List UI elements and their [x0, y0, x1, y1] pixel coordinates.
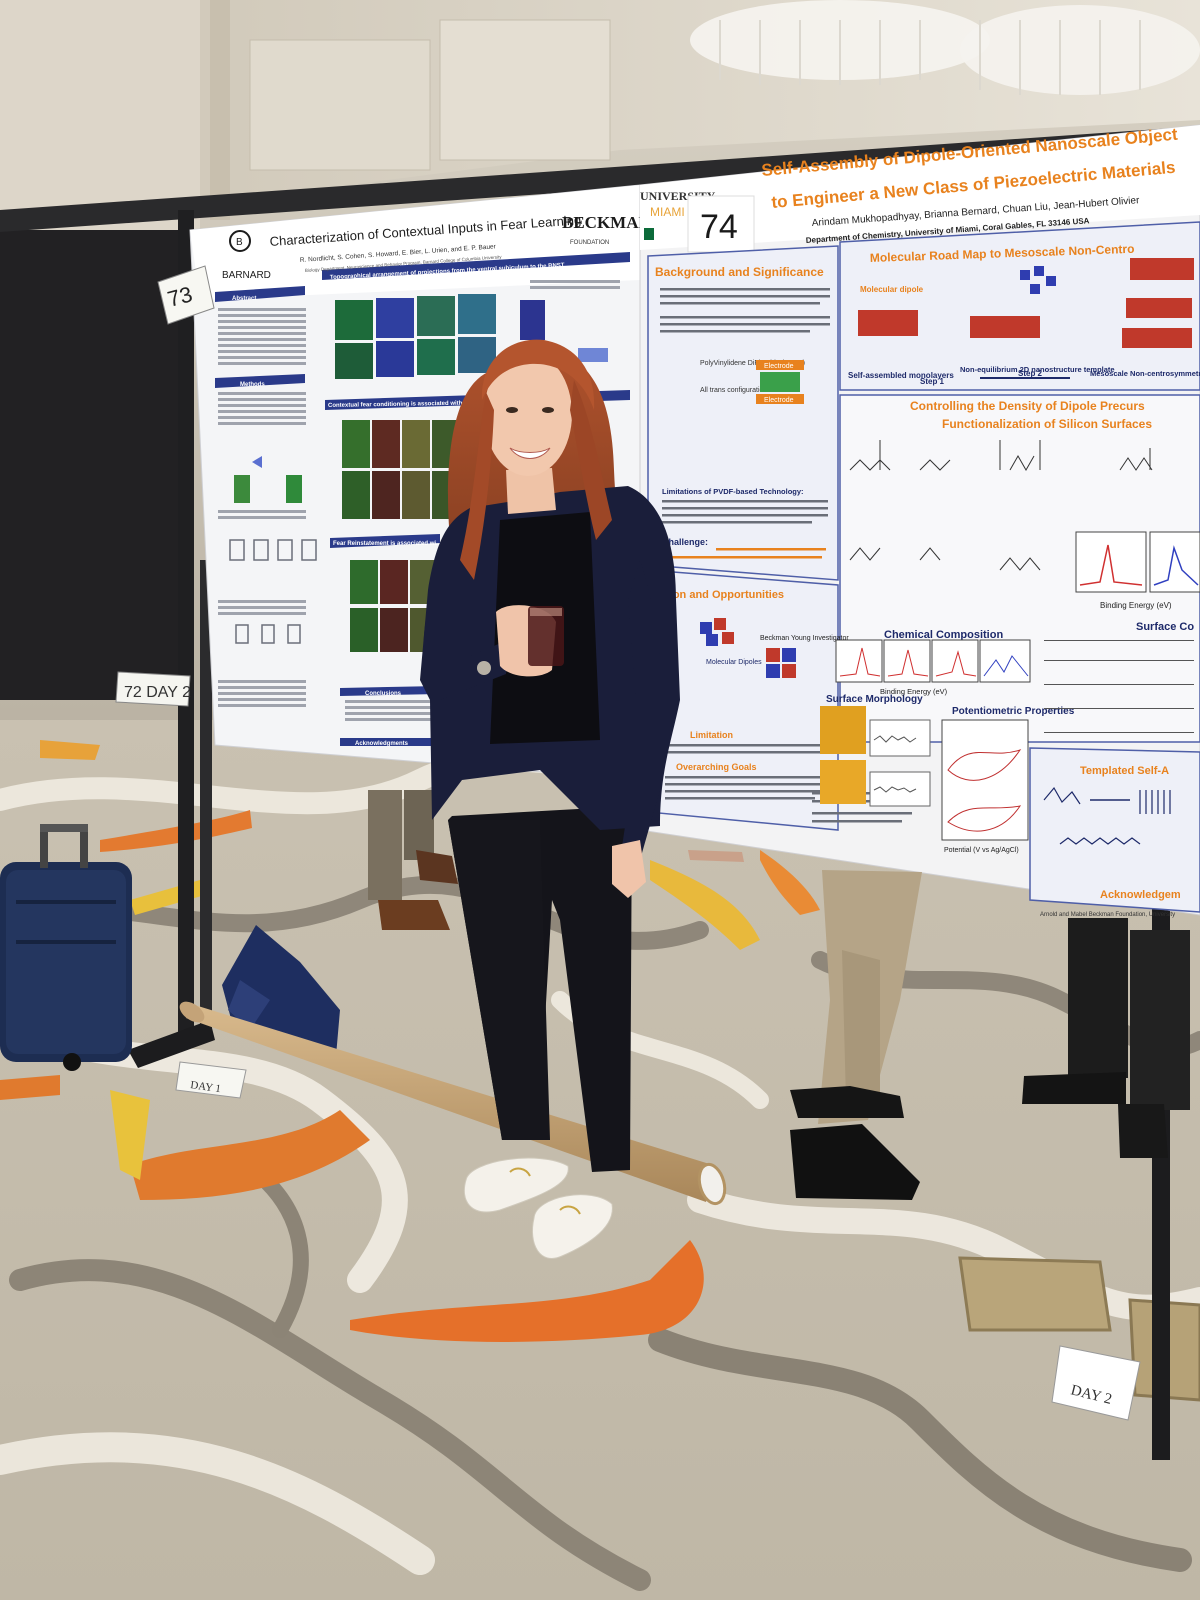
be2-text: Binding Energy (eV)	[880, 687, 948, 696]
section-acknowledgments: Acknowledgments	[355, 741, 409, 747]
drink-glass	[528, 606, 564, 666]
limitations-pvdf: Limitations of PVDF-based Technology:	[662, 487, 804, 496]
chal-text: Challenge:	[662, 537, 708, 547]
meso-text: Mesoscale Non-centrosymmetric 3D materia…	[1090, 369, 1200, 378]
section-methods: Methods	[240, 382, 265, 388]
foundation-text: FOUNDATION	[570, 240, 609, 246]
carpet-orange-2	[350, 1240, 704, 1342]
shoe-right	[532, 1194, 613, 1259]
step1-text: Step 1	[920, 377, 945, 386]
floor-plate	[958, 1256, 1112, 1332]
tag-day2-floor	[1051, 1345, 1141, 1421]
be1-text: Binding Energy (eV)	[1100, 601, 1172, 610]
step2-text: Step 2	[1018, 369, 1043, 378]
road-map-blocks	[858, 258, 1194, 348]
chemistry-structures	[849, 440, 1153, 571]
alltrans-text: All trans configuration	[700, 387, 767, 394]
ackr-sub-text: Arnold and Mabel Beckman Foundation, Uni…	[1040, 912, 1175, 918]
barnard-logo-icon	[229, 230, 251, 252]
beckman-logo: BECKMAN	[562, 213, 652, 232]
potax-text: Potential (V vs Ag/AgCl)	[944, 847, 1019, 854]
bystander-dark	[1068, 918, 1128, 1078]
section-surface-co: Surface Co	[1136, 621, 1194, 633]
section-background: Background and Significance	[655, 265, 824, 279]
bystander-shoe-1	[790, 1124, 920, 1200]
electrode-block	[760, 372, 800, 392]
tag-72-day2	[115, 671, 191, 707]
section-surface-morph: Surface Morphology	[826, 694, 923, 705]
section-templated: Templated Self-A	[1080, 765, 1169, 777]
section-conclusions: Conclusions	[365, 691, 402, 697]
watch	[477, 661, 491, 675]
wall-panel	[0, 0, 200, 230]
board-frame-top	[0, 126, 1200, 232]
func-text: Functionalization of Silicon Surfaces	[942, 417, 1152, 431]
svg-text:B: B	[236, 237, 243, 248]
sam-text: Self-assembled monolayers	[848, 371, 954, 380]
molecular-dipole-cubes	[700, 618, 796, 678]
presenter	[420, 339, 680, 1259]
section-reinstatement: Fear Reinstatement is associated wi...	[333, 541, 441, 547]
section-contextual: Contextual fear conditioning is associat…	[328, 400, 526, 409]
carpet-orange-1	[130, 1110, 370, 1200]
moldips-text: Molecular Dipoles	[706, 659, 762, 666]
noneq-text: Non-equilibrium 2D nanostructure templat…	[960, 365, 1115, 374]
section-overarching: Overarching Goals	[676, 762, 757, 772]
afm-image-1	[820, 706, 866, 754]
pvdf-text: PolyVinylidene DiFluoride (PVDF)	[700, 360, 805, 367]
bystander-legs-left	[368, 790, 402, 900]
section-motivation: ation and Opportunities	[660, 589, 784, 601]
day2post-text: 72 DAY 2	[124, 684, 191, 701]
tag-74: 74	[700, 208, 738, 246]
shoe-left	[463, 1157, 569, 1213]
moldip-text: Molecular dipole	[860, 285, 924, 294]
barnard-logo-text: BARNARD	[222, 270, 271, 281]
left-stand-post	[178, 210, 194, 1040]
elec2-text: Electrode	[764, 397, 794, 404]
day1-text: DAY 1	[190, 1079, 222, 1095]
poster-tube	[179, 1001, 727, 1206]
section-limitation: Limitation	[690, 730, 733, 740]
elec1-text: Electrode	[764, 363, 794, 370]
presenter-face	[484, 352, 572, 476]
chandelier-right	[960, 5, 1200, 95]
tag-day1	[175, 1061, 247, 1099]
section-abstract: Abstract	[232, 296, 256, 302]
tag-73	[157, 265, 215, 325]
miami-u-icon	[644, 228, 654, 240]
univ-sub-text: MIAMI	[650, 205, 685, 219]
black-board	[0, 230, 185, 700]
section-acknowledg: Acknowledgem	[1100, 889, 1181, 901]
afm-image-2	[820, 760, 866, 804]
section-controlling: Controlling the Density of Dipole Precur…	[910, 399, 1145, 413]
byi-text: Beckman Young Investigator	[760, 635, 849, 642]
section-potentiometric: Potentiometric Properties	[952, 706, 1075, 717]
section-chemical: Chemical Composition	[884, 629, 1003, 641]
microscopy-images	[234, 294, 608, 652]
